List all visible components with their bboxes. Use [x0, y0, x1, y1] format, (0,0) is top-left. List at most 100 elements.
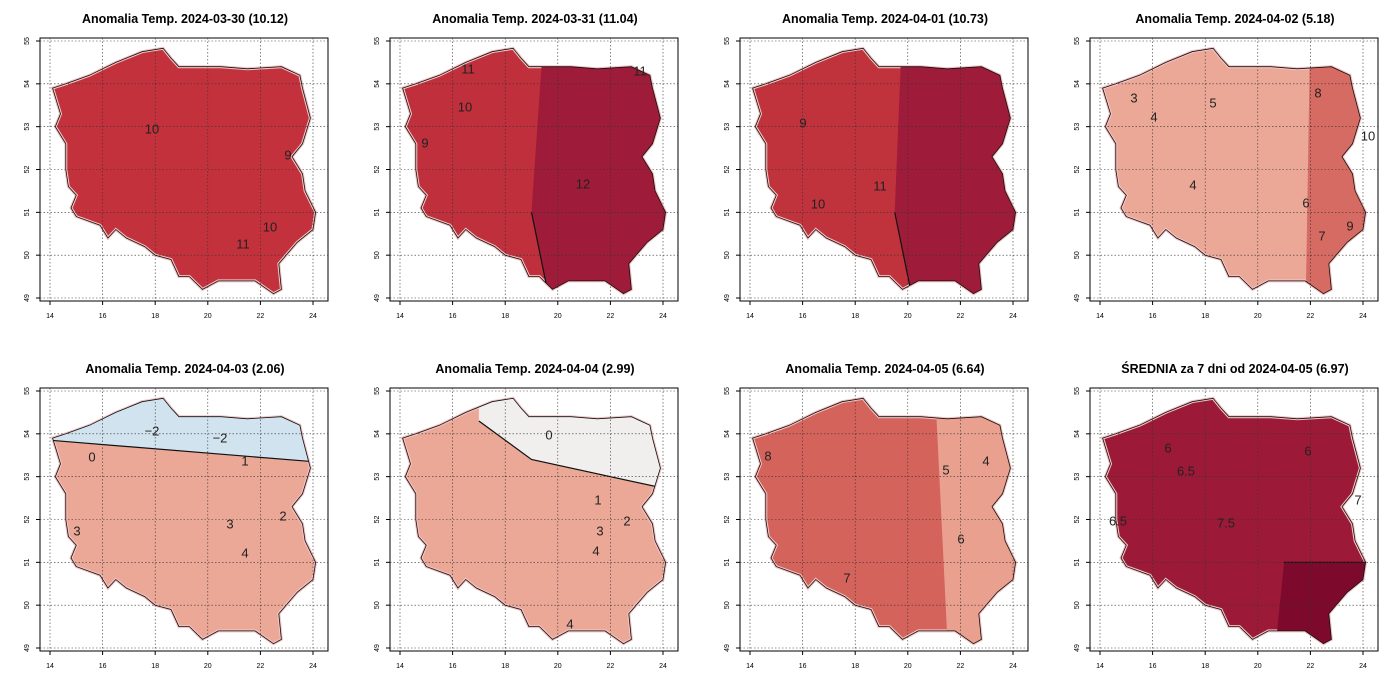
y-tick-label: 53 [1074, 123, 1081, 131]
contour-label: 7 [1318, 228, 1325, 243]
x-tick-label: 16 [1149, 663, 1157, 670]
x-tick-label: 22 [957, 663, 965, 670]
contour-label: 10 [1361, 128, 1375, 143]
x-tick-label: 16 [799, 313, 807, 320]
country-fill [50, 46, 318, 296]
x-tick-label: 22 [1307, 313, 1315, 320]
contour-label: 6 [1302, 195, 1309, 210]
contour-label: 8 [1314, 85, 1321, 100]
contour-label: 10 [458, 99, 472, 114]
y-tick-label: 54 [1074, 430, 1081, 438]
y-tick-label: 51 [374, 208, 381, 216]
contour-label: −2 [213, 430, 228, 445]
x-tick-label: 18 [851, 313, 859, 320]
contour-label: 4 [1150, 109, 1157, 124]
y-tick-label: 52 [374, 516, 381, 524]
contour-label: 6.5 [1109, 513, 1127, 528]
x-tick-label: 22 [1307, 663, 1315, 670]
panel-title: Anomalia Temp. 2024-04-03 (2.06) [85, 362, 284, 376]
x-tick-label: 20 [204, 313, 212, 320]
x-tick-label: 18 [151, 313, 159, 320]
y-tick-label: 55 [24, 37, 31, 45]
panel-title: Anomalia Temp. 2024-04-01 (10.73) [782, 12, 988, 26]
y-tick-label: 52 [724, 166, 731, 174]
x-tick-label: 14 [746, 313, 754, 320]
y-tick-label: 49 [374, 644, 381, 652]
contour-label: 7 [1354, 492, 1361, 507]
x-tick-label: 14 [746, 663, 754, 670]
y-tick-label: 54 [724, 80, 731, 88]
y-tick-label: 53 [1074, 473, 1081, 481]
panel-title: Anomalia Temp. 2024-04-02 (5.18) [1135, 12, 1334, 26]
y-tick-label: 55 [1074, 387, 1081, 395]
contour-label: 0 [88, 449, 95, 464]
y-tick-label: 51 [724, 558, 731, 566]
x-tick-label: 16 [1149, 313, 1157, 320]
x-tick-label: 18 [851, 663, 859, 670]
contour-label: 0 [545, 427, 552, 442]
y-tick-label: 55 [24, 387, 31, 395]
y-tick-label: 50 [374, 251, 381, 259]
map-panel: Anomalia Temp. 2024-04-02 (5.18) 14 16 18 20… [1074, 12, 1379, 320]
map-panel: Anomalia Temp. 2024-04-05 (6.64) 14 16 18 20… [724, 362, 1029, 670]
contour-label: 6.5 [1177, 463, 1195, 478]
contour-label: 6 [957, 531, 964, 546]
x-tick-label: 18 [1201, 313, 1209, 320]
x-tick-label: 24 [659, 313, 667, 320]
contour-label: 4 [1189, 177, 1196, 192]
contour-label: 9 [421, 135, 428, 150]
x-tick-label: 18 [151, 663, 159, 670]
x-tick-label: 20 [1254, 313, 1262, 320]
contour-label: 3 [1130, 90, 1137, 105]
y-tick-label: 55 [724, 387, 731, 395]
y-tick-label: 49 [724, 294, 731, 302]
contour-label: 3 [73, 523, 80, 538]
map-panel: Anomalia Temp. 2024-03-31 (11.04) 14 16 18 2… [374, 12, 679, 320]
contour-line [52, 398, 316, 465]
x-tick-label: 24 [659, 663, 667, 670]
contour-label: 12 [576, 176, 590, 191]
y-tick-label: 51 [24, 558, 31, 566]
country-border [752, 397, 1017, 645]
y-tick-label: 49 [724, 644, 731, 652]
x-tick-label: 20 [904, 663, 912, 670]
y-tick-label: 50 [374, 601, 381, 609]
country-border [752, 47, 1017, 295]
y-tick-label: 52 [24, 516, 31, 524]
y-tick-label: 51 [1074, 208, 1081, 216]
contour-label: −2 [145, 423, 160, 438]
y-tick-label: 53 [24, 473, 31, 481]
country-border [52, 397, 317, 645]
x-tick-label: 16 [449, 313, 457, 320]
x-tick-label: 18 [1201, 663, 1209, 670]
contour-label: 6 [1304, 443, 1311, 458]
contour-label: 10 [145, 121, 159, 136]
x-tick-label: 20 [1254, 663, 1262, 670]
contour-label: 4 [592, 543, 599, 558]
country-border [402, 47, 667, 295]
y-tick-label: 52 [374, 166, 381, 174]
y-tick-label: 54 [724, 430, 731, 438]
y-tick-label: 53 [724, 123, 731, 131]
contour-label: 10 [263, 219, 277, 234]
contour-label: 4 [241, 545, 248, 560]
contour-label: 5 [942, 462, 949, 477]
contour-label: 3 [596, 523, 603, 538]
x-tick-label: 24 [309, 663, 317, 670]
y-tick-label: 49 [24, 294, 31, 302]
x-tick-label: 18 [501, 663, 509, 670]
contour-label: 10 [811, 196, 825, 211]
y-tick-label: 51 [1074, 558, 1081, 566]
map-panel: Anomalia Temp. 2024-04-03 (2.06)14 16 18 20… [24, 362, 329, 670]
x-tick-label: 20 [904, 313, 912, 320]
contour-label: 3 [226, 516, 233, 531]
y-tick-label: 52 [24, 166, 31, 174]
y-tick-label: 50 [24, 251, 31, 259]
y-tick-label: 50 [24, 601, 31, 609]
map-panel: Anomalia Temp. 2024-03-30 (10.12) 14 16 18 2… [24, 12, 329, 320]
x-tick-label: 24 [1009, 313, 1017, 320]
contour-label: 2 [623, 513, 630, 528]
panel-title: ŚREDNIA za 7 dni od 2024-04-05 (6.97) [1121, 361, 1348, 376]
y-tick-label: 49 [374, 294, 381, 302]
y-tick-label: 49 [24, 644, 31, 652]
